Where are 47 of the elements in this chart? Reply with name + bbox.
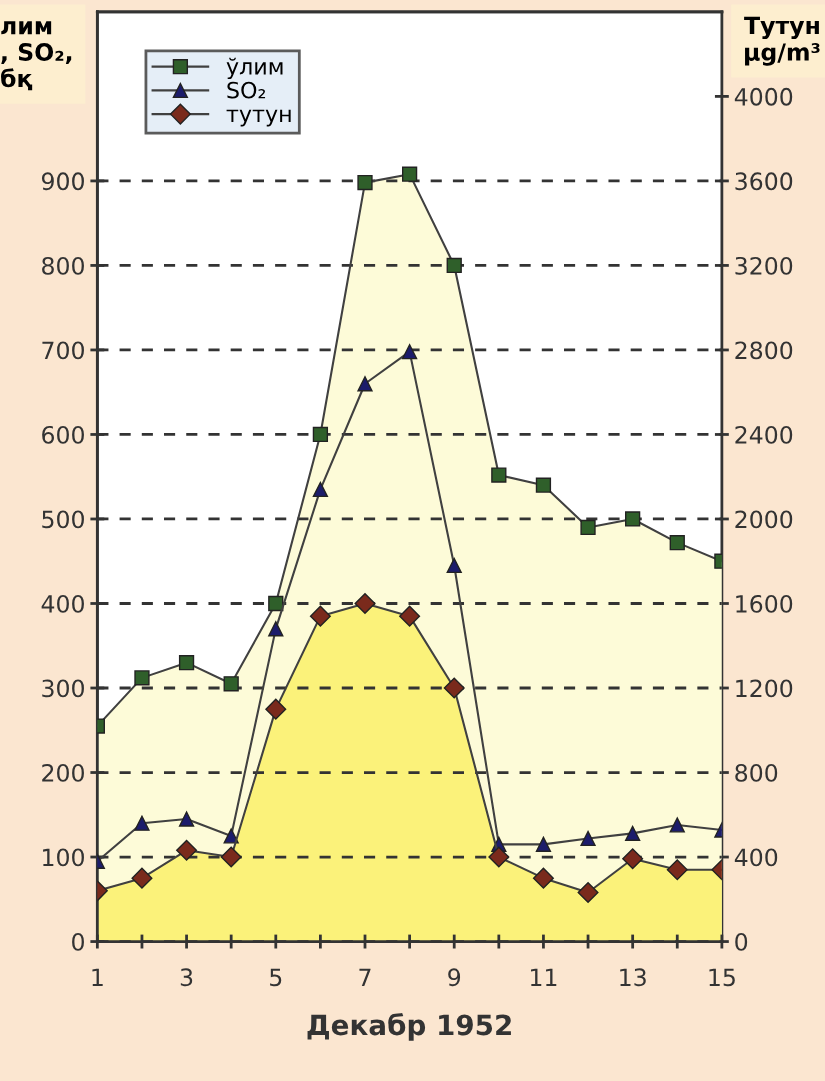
y2-tick-label: 800 xyxy=(735,763,778,782)
point xyxy=(625,825,641,842)
y-tick-label: 0 xyxy=(72,933,84,951)
y-tick-label: 200 xyxy=(42,763,84,782)
y-tick-label: 600 xyxy=(42,425,84,444)
y2-tick-label: 3600 xyxy=(735,172,793,191)
y2-tick-label: 0 xyxy=(735,933,748,951)
point xyxy=(223,828,239,844)
y2-tick-label: 1200 xyxy=(736,679,793,698)
x-tick-label: 15 xyxy=(709,968,735,987)
point xyxy=(669,817,685,833)
y2-tick-label: 400 xyxy=(734,848,778,867)
x-tick-label: 9 xyxy=(448,968,461,987)
legend-label: SO₂ xyxy=(227,81,266,99)
y-axis-title: лим , SO₂, бқ xyxy=(1,21,72,91)
y-tick-label: 100 xyxy=(43,848,84,867)
y-tick-label: 400 xyxy=(41,594,84,613)
x-tick-label: 11 xyxy=(531,968,557,986)
point xyxy=(268,621,284,637)
point xyxy=(134,815,150,831)
point xyxy=(401,343,418,360)
y-tick-label: 700 xyxy=(42,341,84,360)
y2-tick-label: 2000 xyxy=(735,510,793,529)
point xyxy=(357,376,373,392)
x-tick-label: 3 xyxy=(180,968,193,987)
legend-label: ўлим xyxy=(226,57,283,80)
x-tick-label: 7 xyxy=(359,968,371,986)
x-axis-title: Декабр 1952 xyxy=(307,1013,511,1041)
x-tick-label: 5 xyxy=(270,968,282,987)
y-tick-label: 500 xyxy=(42,510,84,529)
y-tick-label: 900 xyxy=(41,172,84,191)
point xyxy=(446,557,462,574)
y-tick-label: 300 xyxy=(42,679,84,698)
y2-tick-label: 2400 xyxy=(735,425,793,444)
y2-tick-label: 3200 xyxy=(735,256,793,275)
x-tick-label: 1 xyxy=(92,968,103,986)
point xyxy=(580,830,596,847)
legend-label: тутун xyxy=(226,109,291,127)
y2-tick-label: 1600 xyxy=(736,594,793,613)
y2-axis-title: Тутун μg/m³ xyxy=(744,16,820,66)
x-tick-label: 13 xyxy=(620,968,646,987)
point xyxy=(535,836,552,852)
y2-tick-label: 4000 xyxy=(734,87,793,106)
point xyxy=(312,481,329,498)
point xyxy=(178,811,195,827)
y2-tick-label: 2800 xyxy=(735,341,793,360)
y-tick-label: 800 xyxy=(42,256,84,275)
